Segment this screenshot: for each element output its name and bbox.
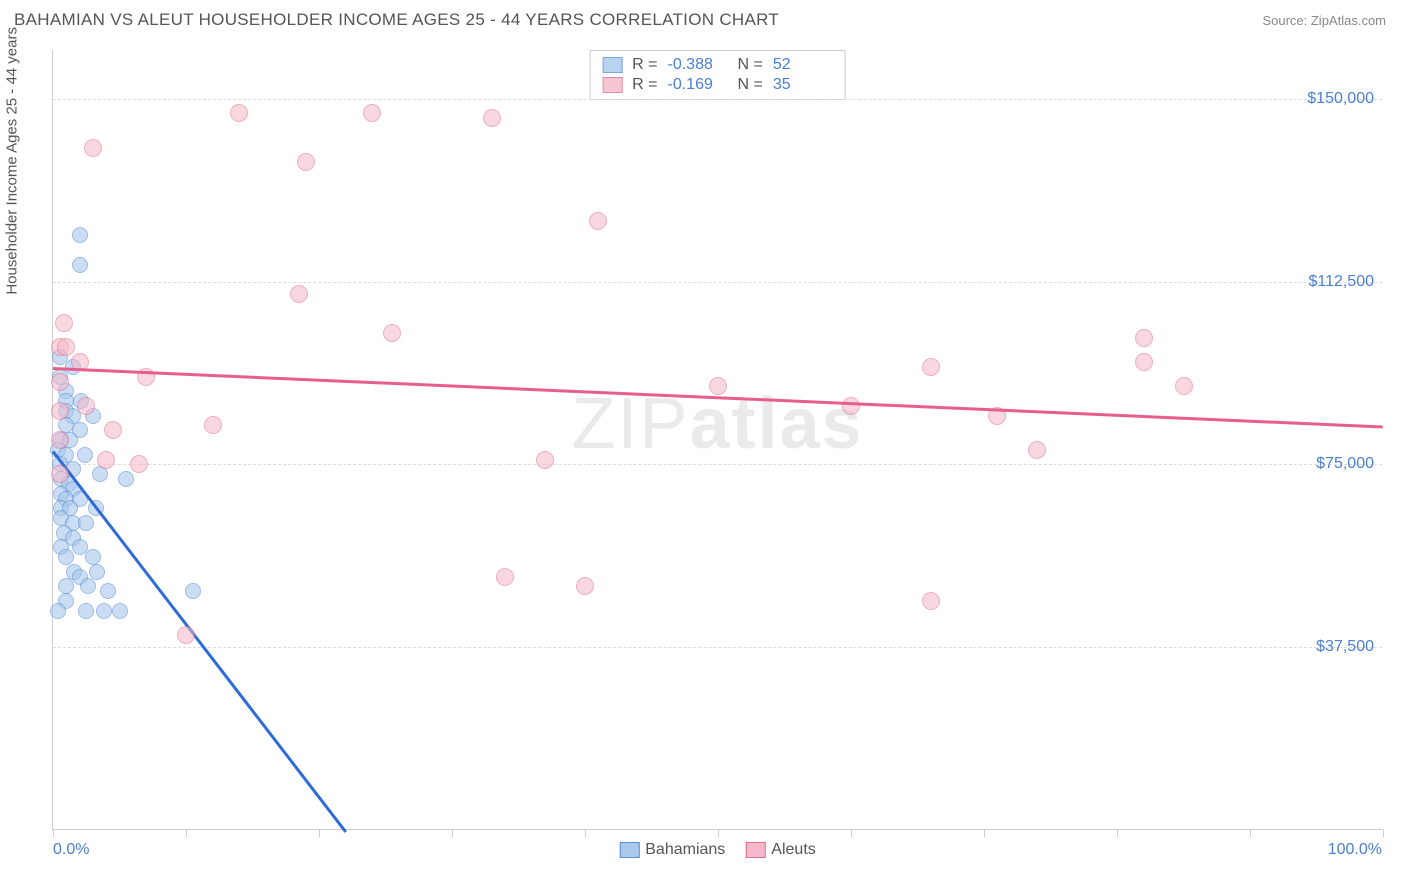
- data-point: [576, 577, 594, 595]
- data-point: [112, 603, 128, 619]
- stats-row: R = -0.388 N = 52: [602, 55, 833, 75]
- data-point: [50, 603, 66, 619]
- x-tick: [53, 829, 54, 837]
- x-tick: [186, 829, 187, 837]
- data-point: [78, 515, 94, 531]
- data-point: [297, 153, 315, 171]
- data-point: [130, 455, 148, 473]
- data-point: [483, 109, 501, 127]
- data-point: [496, 568, 514, 586]
- data-point: [922, 358, 940, 376]
- x-tick: [452, 829, 453, 837]
- data-point: [89, 564, 105, 580]
- series-legend: Bahamians Aleuts: [619, 841, 816, 859]
- data-point: [80, 578, 96, 594]
- x-tick: [585, 829, 586, 837]
- data-point: [55, 314, 73, 332]
- data-point: [97, 451, 115, 469]
- data-point: [58, 549, 74, 565]
- source-label: Source: ZipAtlas.com: [1262, 13, 1386, 28]
- data-point: [230, 104, 248, 122]
- gridline: [53, 647, 1382, 648]
- y-axis-title: Householder Income Ages 25 - 44 years: [4, 27, 21, 295]
- data-point: [51, 465, 69, 483]
- data-point: [51, 402, 69, 420]
- y-tick-label: $150,000: [1307, 90, 1374, 108]
- legend-label: Aleuts: [771, 841, 815, 859]
- data-point: [383, 324, 401, 342]
- data-point: [92, 466, 108, 482]
- stat-N-value: 52: [773, 56, 833, 74]
- legend-swatch: [745, 842, 765, 858]
- stat-R-label: R =: [632, 76, 657, 94]
- x-tick: [718, 829, 719, 837]
- data-point: [72, 257, 88, 273]
- data-point: [51, 373, 69, 391]
- data-point: [78, 603, 94, 619]
- data-point: [922, 592, 940, 610]
- data-point: [290, 285, 308, 303]
- data-point: [1135, 329, 1153, 347]
- legend-swatch: [602, 57, 622, 73]
- x-tick: [319, 829, 320, 837]
- y-tick-label: $112,500: [1308, 273, 1374, 291]
- data-point: [84, 139, 102, 157]
- data-point: [709, 377, 727, 395]
- gridline: [53, 99, 1382, 100]
- stat-N-label: N =: [738, 76, 763, 94]
- legend-label: Bahamians: [645, 841, 725, 859]
- x-tick: [1117, 829, 1118, 837]
- stat-N-label: N =: [738, 56, 763, 74]
- data-point: [104, 421, 122, 439]
- data-point: [72, 227, 88, 243]
- data-point: [100, 583, 116, 599]
- x-tick: [1383, 829, 1384, 837]
- trend-line: [52, 450, 347, 832]
- stat-R-value: -0.388: [668, 56, 728, 74]
- legend-swatch: [602, 77, 622, 93]
- stat-R-value: -0.169: [668, 76, 728, 94]
- data-point: [363, 104, 381, 122]
- x-tick: [851, 829, 852, 837]
- legend-item: Bahamians: [619, 841, 725, 859]
- stat-R-label: R =: [632, 56, 657, 74]
- legend-item: Aleuts: [745, 841, 815, 859]
- stats-legend-box: R = -0.388 N = 52 R = -0.169 N = 35: [589, 50, 846, 100]
- data-point: [204, 416, 222, 434]
- stat-N-value: 35: [773, 76, 833, 94]
- trend-line: [53, 367, 1383, 428]
- data-point: [842, 397, 860, 415]
- data-point: [1135, 353, 1153, 371]
- stats-row: R = -0.169 N = 35: [602, 75, 833, 95]
- data-point: [1175, 377, 1193, 395]
- data-point: [77, 447, 93, 463]
- data-point: [85, 549, 101, 565]
- legend-swatch: [619, 842, 639, 858]
- y-tick-label: $37,500: [1316, 638, 1374, 656]
- x-max-label: 100.0%: [1328, 841, 1382, 859]
- x-tick: [1250, 829, 1251, 837]
- chart-plot-area: ZIPatlas R = -0.388N = 52R = -0.169N = 3…: [52, 50, 1382, 830]
- data-point: [51, 431, 69, 449]
- chart-title: BAHAMIAN VS ALEUT HOUSEHOLDER INCOME AGE…: [14, 10, 779, 30]
- y-tick-label: $75,000: [1316, 455, 1374, 473]
- x-tick: [984, 829, 985, 837]
- data-point: [177, 626, 195, 644]
- data-point: [536, 451, 554, 469]
- data-point: [1028, 441, 1046, 459]
- data-point: [118, 471, 134, 487]
- data-point: [96, 603, 112, 619]
- data-point: [57, 338, 75, 356]
- data-point: [77, 397, 95, 415]
- x-min-label: 0.0%: [53, 841, 89, 859]
- data-point: [185, 583, 201, 599]
- data-point: [58, 578, 74, 594]
- gridline: [53, 464, 1382, 465]
- data-point: [589, 212, 607, 230]
- gridline: [53, 282, 1382, 283]
